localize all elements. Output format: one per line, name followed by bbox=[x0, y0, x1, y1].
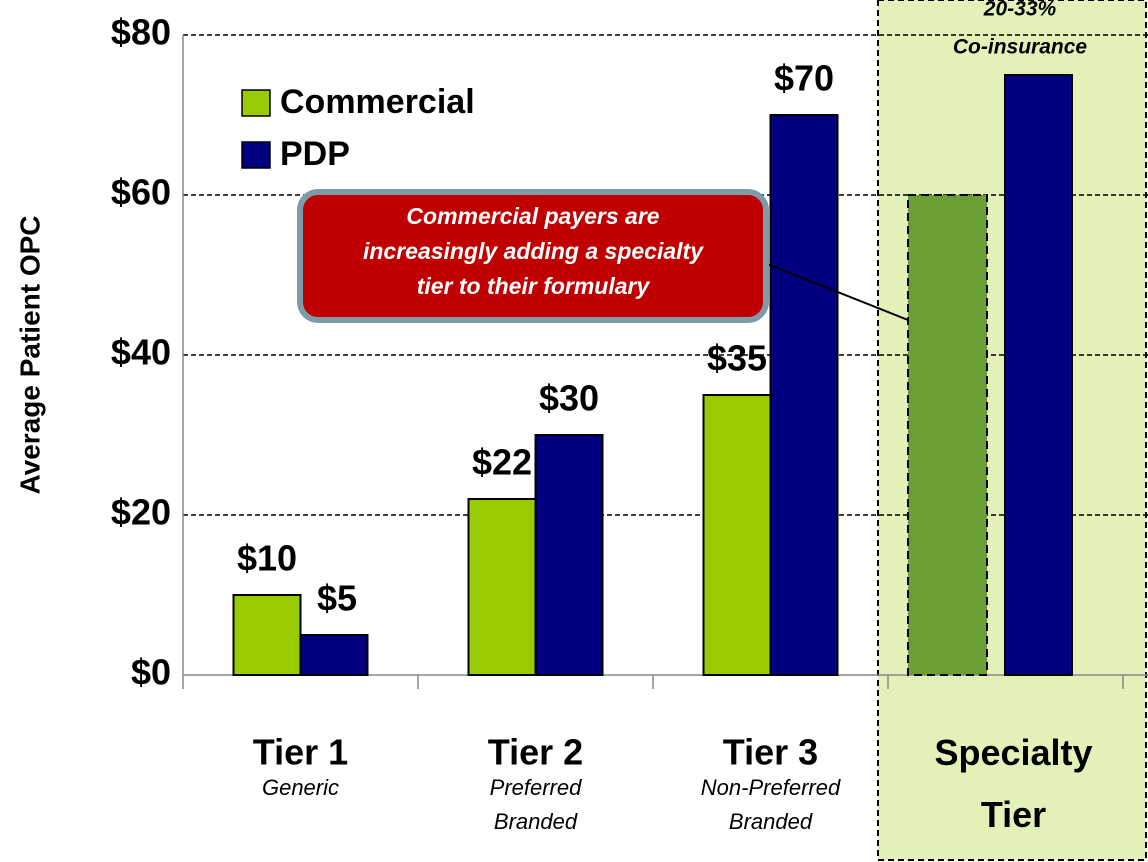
bar bbox=[769, 114, 839, 676]
value-label: $10 bbox=[237, 538, 297, 579]
value-label: $22 bbox=[472, 442, 532, 483]
x-tick-label: Tier 3 bbox=[723, 732, 818, 773]
value-label: $35 bbox=[707, 338, 767, 379]
category-note: Branded bbox=[729, 809, 813, 834]
y-axis-label: Average Patient OPC bbox=[14, 215, 45, 494]
bar bbox=[232, 594, 302, 676]
x-tick-line: Specialty bbox=[934, 732, 1092, 773]
callout-text: increasingly adding a specialty bbox=[363, 238, 704, 264]
x-tick-label: Tier 1 bbox=[253, 732, 348, 773]
callout-text: tier to their formulary bbox=[417, 273, 651, 299]
value-label: $5 bbox=[317, 578, 357, 619]
y-tick-label: $80 bbox=[111, 12, 171, 53]
y-tick-label: $0 bbox=[131, 652, 171, 693]
y-tick-label: $20 bbox=[111, 492, 171, 533]
value-label: $30 bbox=[539, 378, 599, 419]
legend-swatch bbox=[241, 89, 271, 117]
x-tick-label: Tier 2 bbox=[488, 732, 583, 773]
y-tick-label: $60 bbox=[111, 172, 171, 213]
bar bbox=[1004, 74, 1073, 676]
category-note: Generic bbox=[262, 775, 339, 800]
x-tick-line: Tier bbox=[981, 794, 1046, 835]
category-note: Non-Preferred bbox=[701, 775, 841, 800]
callout-text: Commercial payers are bbox=[406, 203, 659, 229]
callout-box bbox=[297, 189, 769, 323]
specialty-annotation: 20-33% bbox=[983, 0, 1057, 21]
bar bbox=[907, 194, 988, 676]
value-label: $70 bbox=[774, 58, 834, 99]
bar bbox=[534, 434, 604, 676]
legend-label: Commercial bbox=[280, 83, 475, 121]
y-tick-label: $40 bbox=[111, 332, 171, 373]
category-note: Branded bbox=[494, 809, 578, 834]
x-tick-label: Specialty Tier bbox=[934, 732, 1092, 835]
bar bbox=[702, 394, 772, 676]
legend-label: PDP bbox=[280, 135, 350, 173]
specialty-annotation: Co-insurance bbox=[953, 36, 1088, 59]
bar bbox=[467, 498, 537, 676]
legend-swatch bbox=[241, 141, 271, 169]
bar bbox=[299, 634, 369, 676]
category-note: Preferred bbox=[490, 775, 582, 800]
